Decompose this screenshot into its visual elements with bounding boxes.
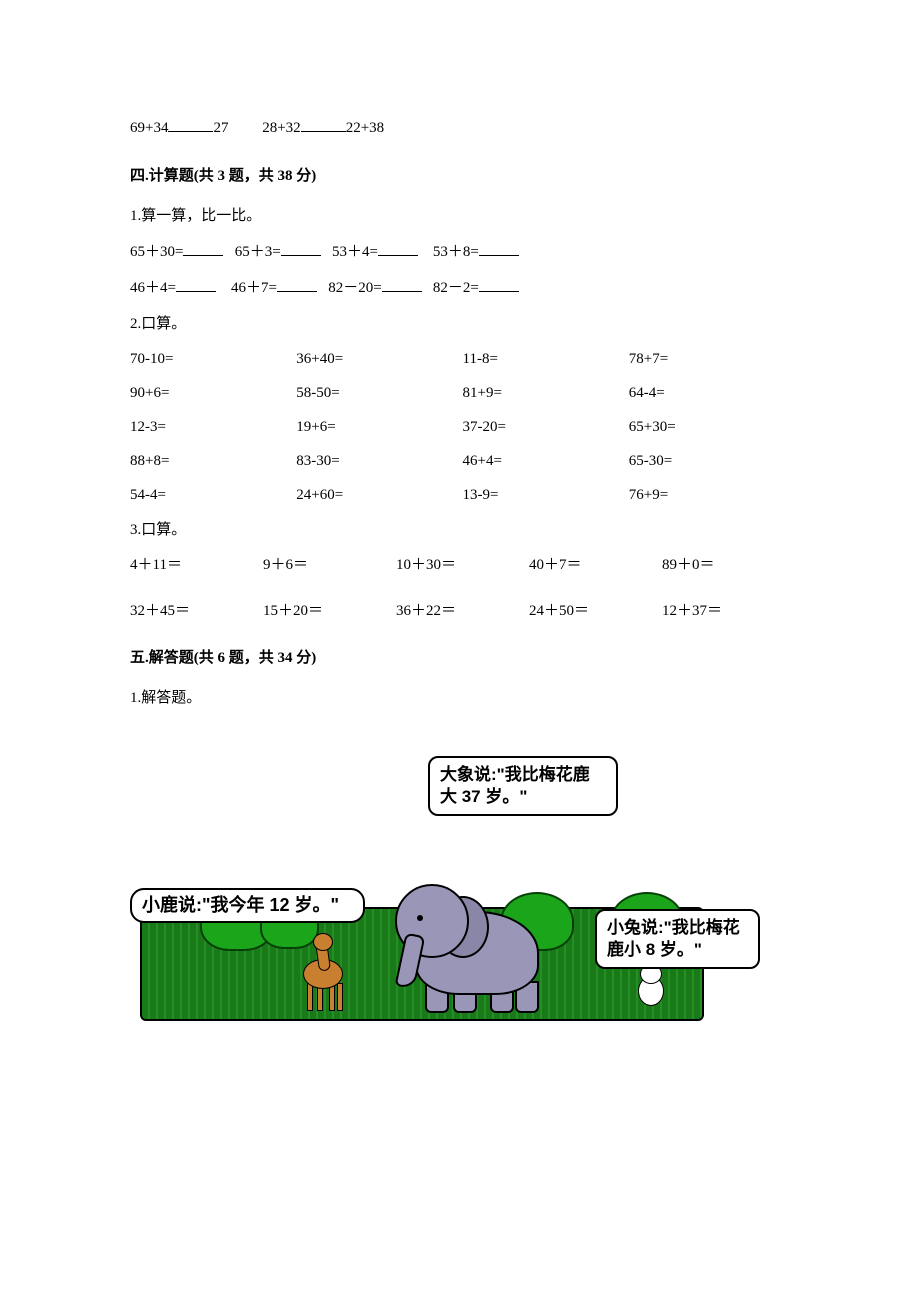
q4-2-r4-2: 83-30= bbox=[296, 449, 462, 473]
q4-1-r2-3: 82－20= bbox=[328, 280, 381, 296]
q4-3-r2-5: 12＋37＝ bbox=[662, 599, 795, 623]
q4-1-r1-3: 53＋4= bbox=[332, 244, 378, 260]
q5-1-label: 1.解答题。 bbox=[130, 680, 795, 716]
cmp-left-1: 69+34 bbox=[130, 120, 168, 136]
blank-cmp-1 bbox=[168, 117, 213, 132]
q4-1-row2: 46＋4= 46＋7= 82－20= 82－2= bbox=[130, 270, 795, 306]
page-root: 69+34 27 28+32 22+38 四.计算题(共 3 题，共 38 分) 1… bbox=[0, 0, 920, 1302]
q4-1-r2-1: 46＋4= bbox=[130, 280, 176, 296]
deer-icon bbox=[295, 921, 350, 1011]
q4-3-r2-1: 32＋45＝ bbox=[130, 599, 263, 623]
section-5-title: 五.解答题(共 6 题，共 34 分) bbox=[130, 646, 795, 670]
q4-2-row2: 90+6= 58-50= 81+9= 64-4= bbox=[130, 376, 795, 410]
q4-1-r1-4: 53＋8= bbox=[433, 244, 479, 260]
q4-2-r5-2: 24+60= bbox=[296, 483, 462, 507]
q4-3-row2: 32＋45＝ 15＋20＝ 36＋22＝ 24＋50＝ 12＋37＝ bbox=[130, 594, 795, 628]
blank bbox=[382, 277, 422, 292]
q4-2-row1: 70-10= 36+40= 11-8= 78+7= bbox=[130, 342, 795, 376]
q4-2-r2-1: 90+6= bbox=[130, 381, 296, 405]
q4-2-r5-4: 76+9= bbox=[629, 483, 795, 507]
q4-2-r3-2: 19+6= bbox=[296, 415, 462, 439]
deer-speech-bubble: 小鹿说:"我今年 12 岁。" bbox=[130, 888, 365, 923]
q4-3-r2-3: 36＋22＝ bbox=[396, 599, 529, 623]
q4-3-r1-4: 40＋7＝ bbox=[529, 553, 662, 577]
q4-2-row3: 12-3= 19+6= 37-20= 65+30= bbox=[130, 410, 795, 444]
blank-cmp-2 bbox=[301, 117, 346, 132]
cmp-right-2: 22+38 bbox=[346, 120, 384, 136]
q4-2-r1-1: 70-10= bbox=[130, 347, 296, 371]
cmp-right-1: 27 bbox=[213, 120, 228, 136]
q4-2-label: 2.口算。 bbox=[130, 306, 795, 342]
q4-2-r2-3: 81+9= bbox=[463, 381, 629, 405]
q4-2-r3-4: 65+30= bbox=[629, 415, 795, 439]
q4-3-r2-2: 15＋20＝ bbox=[263, 599, 396, 623]
q4-2-r4-3: 46+4= bbox=[463, 449, 629, 473]
q4-2-r3-1: 12-3= bbox=[130, 415, 296, 439]
q4-3-r1-1: 4＋11＝ bbox=[130, 553, 263, 577]
q4-3-r1-2: 9＋6＝ bbox=[263, 553, 396, 577]
q4-1-r2-2: 46＋7= bbox=[231, 280, 277, 296]
blank bbox=[277, 277, 317, 292]
top-comparison-line: 69+34 27 28+32 22+38 bbox=[130, 110, 795, 146]
q4-2-r1-4: 78+7= bbox=[629, 347, 795, 371]
q4-1-label: 1.算一算，比一比。 bbox=[130, 198, 795, 234]
blank bbox=[281, 241, 321, 256]
q4-2-r1-2: 36+40= bbox=[296, 347, 462, 371]
q4-2-r4-4: 65-30= bbox=[629, 449, 795, 473]
q4-2-r2-2: 58-50= bbox=[296, 381, 462, 405]
elephant-speech-bubble: 大象说:"我比梅花鹿大 37 岁。" bbox=[428, 756, 618, 816]
q4-2-row5: 54-4= 24+60= 13-9= 76+9= bbox=[130, 478, 795, 512]
q4-2-r5-3: 13-9= bbox=[463, 483, 629, 507]
illustration: 大象说:"我比梅花鹿大 37 岁。" 小鹿说:"我今年 12 岁。" 小兔说:"… bbox=[140, 756, 700, 1021]
q4-1-r1-1: 65＋30= bbox=[130, 244, 183, 260]
blank bbox=[479, 277, 519, 292]
blank bbox=[378, 241, 418, 256]
rabbit-speech-bubble: 小兔说:"我比梅花鹿小 8 岁。" bbox=[595, 909, 760, 969]
blank bbox=[176, 277, 216, 292]
q4-2-r1-3: 11-8= bbox=[463, 347, 629, 371]
section-4-title: 四.计算题(共 3 题，共 38 分) bbox=[130, 164, 795, 188]
q4-1-row1: 65＋30= 65＋3= 53＋4= 53＋8= bbox=[130, 234, 795, 270]
q4-1-r1-2: 65＋3= bbox=[235, 244, 281, 260]
q4-1-r2-4: 82－2= bbox=[433, 280, 479, 296]
q4-3-r1-3: 10＋30＝ bbox=[396, 553, 529, 577]
q4-2-r5-1: 54-4= bbox=[130, 483, 296, 507]
q4-2-r4-1: 88+8= bbox=[130, 449, 296, 473]
q4-2-row4: 88+8= 83-30= 46+4= 65-30= bbox=[130, 444, 795, 478]
q4-2-r3-3: 37-20= bbox=[463, 415, 629, 439]
q4-3-r1-5: 89＋0＝ bbox=[662, 553, 795, 577]
q4-3-r2-4: 24＋50＝ bbox=[529, 599, 662, 623]
blank bbox=[183, 241, 223, 256]
cmp-left-2: 28+32 bbox=[262, 120, 300, 136]
blank bbox=[479, 241, 519, 256]
elephant-icon bbox=[395, 878, 555, 1013]
q4-2-r2-4: 64-4= bbox=[629, 381, 795, 405]
q4-3-label: 3.口算。 bbox=[130, 512, 795, 548]
q4-3-row1: 4＋11＝ 9＋6＝ 10＋30＝ 40＋7＝ 89＋0＝ bbox=[130, 548, 795, 582]
